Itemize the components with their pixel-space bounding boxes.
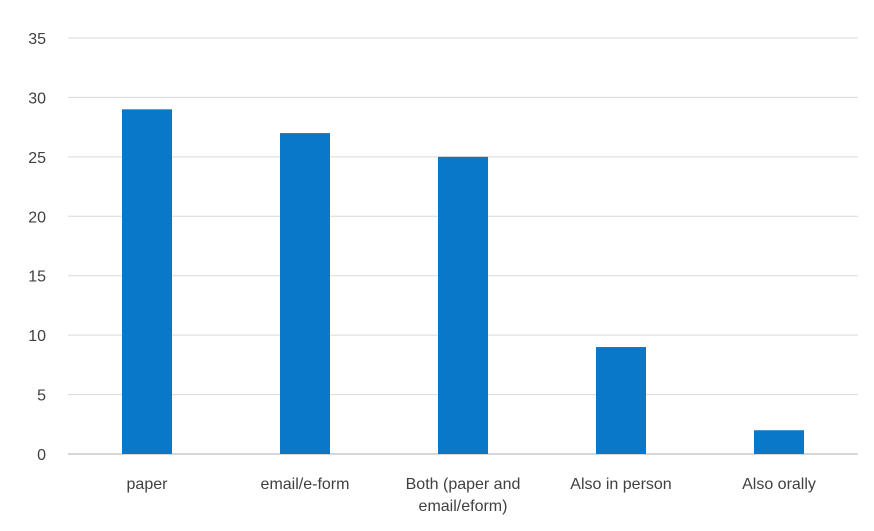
x-category-label: Also in person bbox=[570, 476, 671, 493]
x-category-label-line: paper bbox=[127, 476, 169, 493]
y-axis-ticks: 0 5 10 15 20 25 30 35 bbox=[28, 31, 46, 464]
x-category-label: Also orally bbox=[742, 476, 816, 493]
x-category-label-line: Also orally bbox=[742, 476, 816, 493]
bar bbox=[280, 133, 330, 455]
y-tick-label: 20 bbox=[28, 209, 46, 226]
bar bbox=[596, 347, 646, 454]
x-category-label: paper bbox=[127, 476, 169, 493]
x-category-label: email/e-form bbox=[261, 476, 350, 493]
bar bbox=[754, 430, 804, 454]
y-tick-label: 25 bbox=[28, 150, 46, 167]
x-category-label-line: email/e-form bbox=[261, 476, 350, 493]
bars bbox=[122, 109, 804, 455]
x-category-label-line: Both (paper and bbox=[406, 476, 521, 493]
bar bbox=[438, 156, 488, 454]
x-axis-categories: paper email/e-form Both (paper and email/ef… bbox=[127, 476, 816, 515]
y-tick-label: 30 bbox=[28, 90, 46, 107]
y-tick-label: 15 bbox=[28, 269, 46, 286]
x-category-label-line: email/eform) bbox=[419, 498, 508, 515]
y-tick-label: 35 bbox=[28, 31, 46, 48]
y-tick-label: 10 bbox=[28, 328, 46, 345]
bar bbox=[122, 109, 172, 455]
x-category-label: Both (paper and email/eform) bbox=[406, 476, 521, 515]
x-category-label-line: Also in person bbox=[570, 476, 671, 493]
y-tick-label: 5 bbox=[37, 388, 46, 405]
y-tick-label: 0 bbox=[37, 447, 46, 464]
